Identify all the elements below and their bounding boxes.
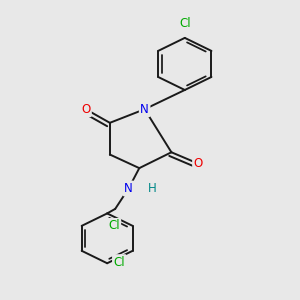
Text: Cl: Cl [113, 256, 125, 268]
Text: O: O [194, 157, 203, 170]
Text: Cl: Cl [179, 17, 190, 30]
Text: Cl: Cl [108, 219, 120, 232]
Text: H: H [148, 182, 157, 195]
Text: O: O [81, 103, 90, 116]
Text: N: N [124, 182, 133, 195]
Text: N: N [140, 103, 149, 116]
